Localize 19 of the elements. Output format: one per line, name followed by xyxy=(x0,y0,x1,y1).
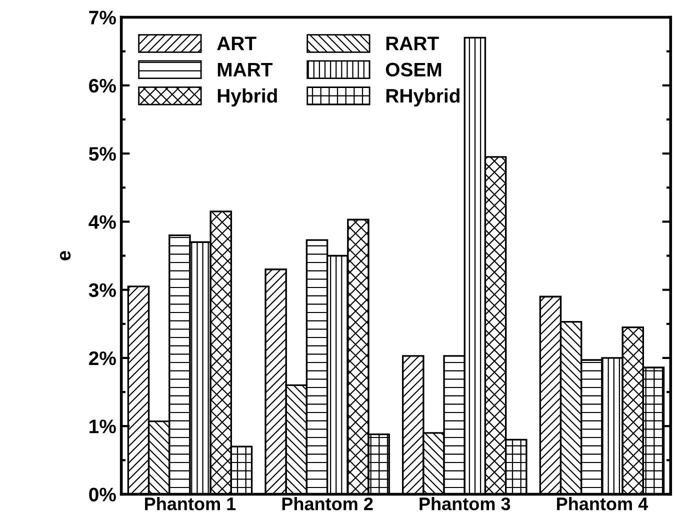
y-tick-label: 3% xyxy=(88,283,116,298)
legend-label: Hybrid xyxy=(218,88,277,107)
x-tick-label: Phantom 4 xyxy=(557,497,648,510)
x-tick-label: Phantom 2 xyxy=(282,497,373,510)
x-tick-label: Phantom 3 xyxy=(420,497,510,510)
legend-label: RHybrid xyxy=(386,88,460,107)
x-tick-label: Phantom 1 xyxy=(145,497,236,510)
y-tick-label: 4% xyxy=(88,215,116,229)
y-tick-label: 6% xyxy=(89,78,116,93)
legend-label: MART xyxy=(218,62,273,76)
y-axis-title: e xyxy=(60,251,71,260)
legend-label: RART xyxy=(386,36,439,50)
y-tick-label: 7% xyxy=(89,10,116,24)
y-tick-label: 0% xyxy=(89,488,116,502)
y-tick-label: 2% xyxy=(89,351,116,366)
legend-label: ART xyxy=(217,36,256,50)
y-tick-label: 5% xyxy=(88,147,116,161)
legend-label: OSEM xyxy=(386,62,442,77)
y-tick-label: 1% xyxy=(90,420,116,434)
